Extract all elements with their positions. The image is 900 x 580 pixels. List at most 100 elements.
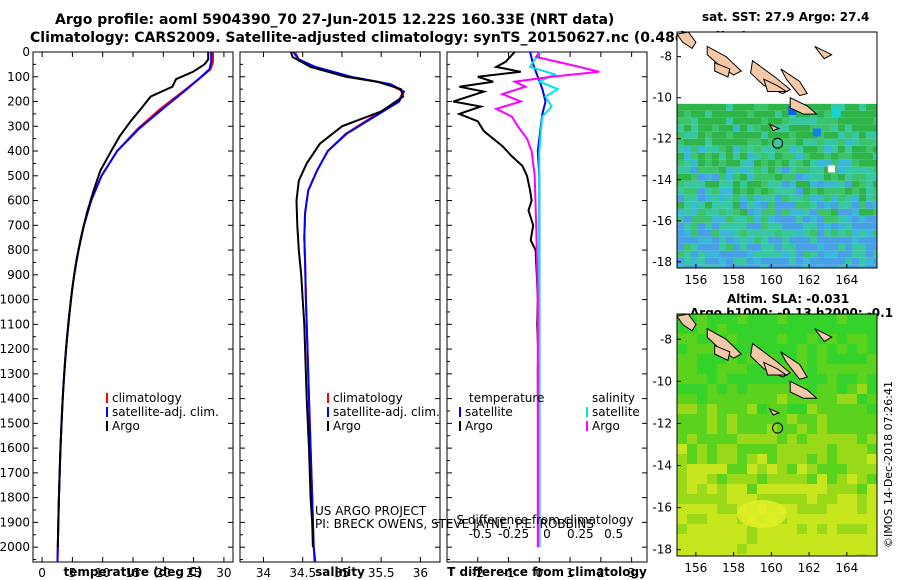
sst-map-cell: [726, 243, 733, 251]
sst-map-cell: [733, 103, 740, 111]
sla-map-cell: [707, 414, 717, 424]
sst-map-cell: [789, 236, 796, 244]
sla-map-cell: [747, 534, 757, 544]
sla-map-cell: [727, 454, 737, 464]
sla-map-cell: [747, 404, 757, 414]
sla-map-lat-label: -16: [652, 501, 672, 515]
sla-map-cell: [837, 384, 847, 394]
sst-map-cell: [873, 208, 877, 216]
sst-map-cell: [817, 264, 824, 268]
sla-map-cell: [857, 494, 867, 504]
sst-map-cell: [810, 145, 817, 153]
sst-map-cell: [698, 208, 705, 216]
sla-map-cell: [757, 394, 767, 404]
difference-s-tick-label: 0.25: [567, 527, 594, 541]
sla-map-lat-label: -14: [652, 459, 672, 473]
sst-map-cell: [866, 264, 873, 268]
sst-map-cell: [719, 243, 726, 251]
sst-map-island: [750, 59, 792, 95]
sla-map-cell: [717, 534, 727, 544]
sst-map-cell: [775, 257, 782, 265]
sla-map-cell: [747, 364, 757, 374]
sst-map-cell: [845, 124, 852, 132]
sst-map-cell: [866, 222, 873, 230]
sla-map-cell: [707, 474, 717, 484]
sst-map-cell: [719, 250, 726, 258]
sst-map-cell: [838, 201, 845, 209]
sla-map-cell: [787, 514, 797, 524]
sst-map-cell: [698, 243, 705, 251]
sst-map-cell: [691, 166, 698, 174]
sla-map-cell: [807, 334, 817, 344]
sst-map-cell: [782, 152, 789, 160]
sla-map-cell: [757, 524, 767, 534]
sst-map-cell: [824, 264, 831, 268]
sst-map-cell: [796, 264, 803, 268]
sst-map-cell: [803, 236, 810, 244]
sla-map-cell: [867, 454, 877, 464]
sla-map-cell: [697, 424, 707, 434]
sla-map-cell: [797, 514, 807, 524]
sla-map-cell: [697, 434, 707, 444]
sst-map-cell: [803, 215, 810, 223]
sst-map-cell: [691, 138, 698, 146]
sla-map-cell: [767, 474, 777, 484]
sst-map-cell: [719, 194, 726, 202]
depth-tick-label: 1800: [0, 491, 30, 505]
sla-map-cell: [837, 534, 847, 544]
sst-map-cell: [817, 166, 824, 174]
sla-map-cell: [857, 334, 867, 344]
sst-map-cell: [677, 131, 684, 139]
sst-map-cell: [810, 243, 817, 251]
sst-map-island: [780, 68, 808, 97]
sst-map-cell: [817, 103, 824, 111]
depth-tick-label: 1100: [0, 317, 30, 331]
sst-map-cell: [852, 215, 859, 223]
sst-map-cell: [705, 194, 712, 202]
sst-map-cell: [775, 138, 782, 146]
sla-map-cell: [787, 544, 797, 554]
sst-map-cell: [866, 208, 873, 216]
sst-map-cell: [705, 103, 712, 111]
sst-map-cell: [775, 229, 782, 237]
sst-map-cell: [824, 103, 831, 111]
sla-map-cell: [727, 554, 737, 556]
sst-map-cell: [712, 187, 719, 195]
sla-map-cell: [807, 424, 817, 434]
sla-map-cell: [697, 404, 707, 414]
sst-map-cell: [782, 131, 789, 139]
sla-map-cell: [707, 354, 717, 364]
sst-map-cell: [691, 243, 698, 251]
sst-map-cell: [677, 138, 684, 146]
sla-map-cell: [717, 544, 727, 554]
sla-map-cell: [787, 524, 797, 534]
sla-map-cell: [837, 424, 847, 434]
sst-map-cell: [677, 124, 684, 132]
sst-map-cell: [691, 131, 698, 139]
sst-map-cell: [691, 236, 698, 244]
sst-map-cell: [824, 236, 831, 244]
temperature-panel-xtick-label: 15: [125, 566, 140, 580]
sla-map-cell: [697, 334, 707, 344]
sst-map-cell: [845, 103, 852, 111]
sla-map-cell: [717, 314, 727, 324]
sst-map-cell: [698, 236, 705, 244]
sst-map-cell: [775, 110, 782, 118]
sst-map-cell: [719, 201, 726, 209]
sst-map-cell: [789, 117, 796, 125]
sst-map-cell: [740, 215, 747, 223]
sst-map-cell: [866, 138, 873, 146]
sst-map-cell: [838, 187, 845, 195]
sst-map-cell: [824, 250, 831, 258]
sst-map-cell: [782, 145, 789, 153]
sla-map-cell: [867, 534, 877, 544]
sst-map-cell: [810, 236, 817, 244]
sst-map-cell: [824, 208, 831, 216]
sla-map-cell: [827, 534, 837, 544]
sst-map-cell: [684, 250, 691, 258]
sst-map-cell: [775, 152, 782, 160]
sst-map-cell: [698, 250, 705, 258]
sst-map-cell: [740, 243, 747, 251]
sla-map-cell: [707, 504, 717, 514]
